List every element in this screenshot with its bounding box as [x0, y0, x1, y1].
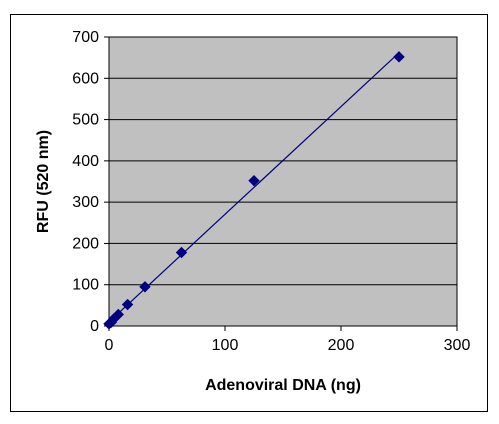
- x-tick-label: 300: [444, 337, 471, 354]
- gridlines: [109, 36, 457, 286]
- y-axis-title: RFU (520 nm): [35, 130, 52, 233]
- x-tick-label: 200: [328, 337, 355, 354]
- y-tick-label: 500: [72, 112, 99, 129]
- y-tick-label: 300: [72, 194, 99, 211]
- data-point: [121, 298, 134, 311]
- y-tick-label: 600: [72, 70, 99, 87]
- y-tick-label: 700: [72, 29, 99, 46]
- y-tick-label: 200: [72, 235, 99, 252]
- x-axis-title: Adenoviral DNA (ng): [205, 377, 361, 394]
- trendline: [108, 52, 400, 323]
- y-tick-labels: 0 100 200 300 400 500 600 700: [72, 29, 99, 335]
- plot-area: [108, 36, 458, 327]
- x-tick-label: 100: [212, 337, 239, 354]
- data-point: [112, 308, 124, 321]
- data-point: [139, 281, 151, 293]
- y-tick-label: 400: [72, 153, 99, 170]
- y-tick-label: 100: [72, 277, 99, 294]
- x-tick-label: 0: [105, 337, 114, 354]
- x-tick-labels: 0 100 200 300: [105, 337, 471, 354]
- data-point: [248, 174, 260, 187]
- y-tick-label: 0: [90, 318, 99, 335]
- series-layer: [103, 51, 405, 330]
- data-point: [393, 51, 405, 63]
- data-point: [175, 246, 188, 259]
